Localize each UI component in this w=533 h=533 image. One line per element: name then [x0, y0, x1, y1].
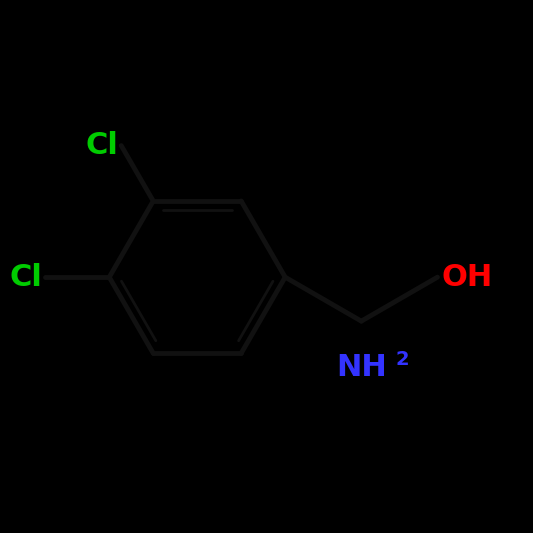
Text: 2: 2 [395, 351, 409, 369]
Text: Cl: Cl [10, 263, 43, 292]
Text: OH: OH [442, 263, 493, 292]
Text: NH: NH [336, 353, 387, 382]
Text: Cl: Cl [86, 131, 119, 160]
